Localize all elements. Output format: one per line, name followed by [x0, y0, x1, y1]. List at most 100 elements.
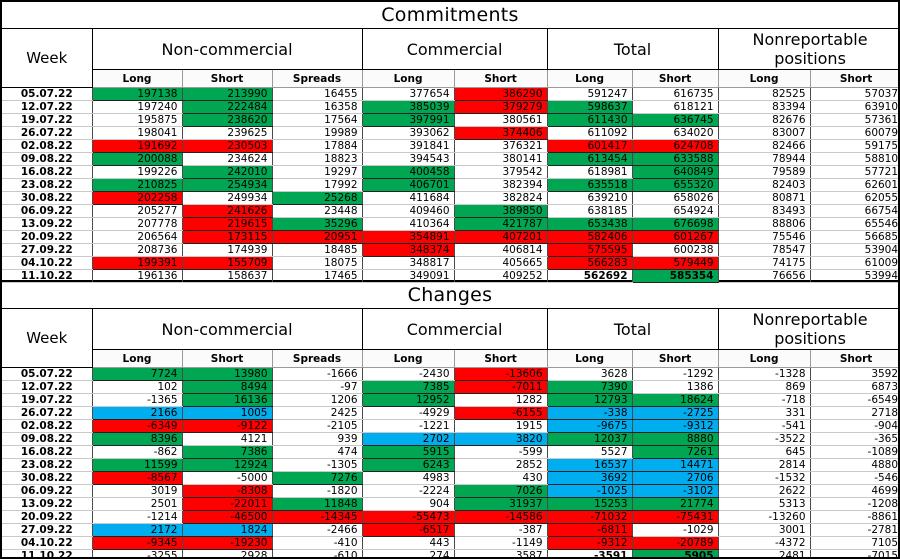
group-header-commercial: Commercial [361, 29, 548, 70]
subheader-c-short: Short [453, 69, 548, 88]
value-cell: 2852 [453, 458, 548, 472]
table-row: 06.09.22 205277 241626 23448 409460 389850 638… [2, 204, 898, 218]
week-cell: 30.08.22 [2, 191, 93, 205]
value-cell: 676698 [631, 217, 719, 231]
value-cell: -1214 [91, 510, 183, 524]
value-cell: 31937 [453, 497, 548, 511]
table-row: 11.10.22 -3255 2928 -610 274 3587 -3591 5905 248… [2, 549, 898, 557]
value-cell: 12952 [361, 393, 455, 407]
value-cell: 638185 [546, 204, 633, 218]
subheader-t-short: Short [631, 69, 719, 88]
value-cell: -13606 [453, 367, 548, 381]
value-cell: 391841 [361, 139, 455, 153]
value-cell: -3591 [546, 549, 633, 557]
value-cell: 18075 [271, 256, 363, 270]
value-cell: -6349 [91, 419, 183, 433]
group-header-commercial: Commercial [361, 309, 548, 350]
value-cell: 20951 [271, 230, 363, 244]
table-row: 04.10.22 -9345 -19230 -410 443 -1149 -9312 -207… [2, 536, 898, 550]
week-cell: 19.07.22 [2, 393, 93, 407]
value-cell: 7386 [181, 445, 273, 459]
table-row: 16.08.22 -862 7386 474 5915 -599 5527 7261 645 -1… [2, 445, 898, 459]
value-cell: 59175 [809, 139, 898, 153]
value-cell: 585354 [631, 269, 719, 283]
subheader-t-long: Long [546, 69, 633, 88]
table-row: 26.07.22 198041 239625 19989 393062 374406 611… [2, 126, 898, 140]
value-cell: 393062 [361, 126, 455, 140]
value-cell: 566283 [546, 256, 633, 270]
value-cell: 74175 [717, 256, 811, 270]
value-cell: 624708 [631, 139, 719, 153]
value-cell: 4121 [181, 432, 273, 446]
value-cell: 654924 [631, 204, 719, 218]
value-cell: 196136 [91, 269, 183, 283]
value-cell: 102 [91, 380, 183, 394]
value-cell: 58810 [809, 152, 898, 166]
value-cell: 202258 [91, 191, 183, 205]
value-cell: -8308 [181, 484, 273, 498]
value-cell: -1305 [271, 458, 363, 472]
value-cell: 411684 [361, 191, 455, 205]
value-cell: -8861 [809, 510, 898, 524]
value-cell: -1365 [91, 393, 183, 407]
value-cell: 2814 [717, 458, 811, 472]
value-cell: -541 [717, 419, 811, 433]
table-row: 02.08.22 191692 230503 17884 391841 376321 601… [2, 139, 898, 153]
group-header-noncommercial: Non-commercial [91, 309, 363, 350]
value-cell: 82525 [717, 87, 811, 101]
value-cell: 2706 [631, 471, 719, 485]
changes-table: Week Non-commercial Commercial Total Non… [2, 309, 898, 557]
table-row: 30.08.22 -8567 -5000 7276 4983 430 3692 2706 -15… [2, 471, 898, 485]
value-cell: 3628 [546, 367, 633, 381]
subheader-t-short: Short [631, 349, 719, 368]
subheader-nr-short: Short [809, 349, 898, 368]
value-cell: -3255 [91, 549, 183, 557]
value-cell: 16136 [181, 393, 273, 407]
value-cell: 57037 [809, 87, 898, 101]
value-cell: 2718 [809, 406, 898, 420]
value-cell: -22011 [181, 497, 273, 511]
subheader-c-short: Short [453, 349, 548, 368]
table-row: 27.09.22 208736 174939 18485 348374 406814 575… [2, 243, 898, 257]
value-cell: -365 [809, 432, 898, 446]
table-row: 20.09.22 -1214 -46500 -14345 -55473 -14586 -71… [2, 510, 898, 524]
value-cell: -46500 [181, 510, 273, 524]
value-cell: -1820 [271, 484, 363, 498]
value-cell: 210825 [91, 178, 183, 192]
value-cell: -6517 [361, 523, 455, 537]
value-cell: 3592 [809, 367, 898, 381]
value-cell: -718 [717, 393, 811, 407]
value-cell: -1532 [717, 471, 811, 485]
value-cell: 23448 [271, 204, 363, 218]
value-cell: 582406 [546, 230, 633, 244]
week-cell: 05.07.22 [2, 367, 93, 381]
value-cell: 7385 [361, 380, 455, 394]
value-cell: 174939 [181, 243, 273, 257]
value-cell: 601267 [631, 230, 719, 244]
value-cell: -2224 [361, 484, 455, 498]
value-cell: 208736 [91, 243, 183, 257]
value-cell: 12037 [546, 432, 633, 446]
value-cell: -546 [809, 471, 898, 485]
value-cell: 7390 [546, 380, 633, 394]
value-cell: -904 [809, 419, 898, 433]
value-cell: 579449 [631, 256, 719, 270]
value-cell: 17564 [271, 113, 363, 127]
table-row: 09.08.22 8396 4121 939 2702 3820 12037 8880 -352… [2, 432, 898, 446]
value-cell: 2172 [91, 523, 183, 537]
value-cell: 409252 [453, 269, 548, 283]
value-cell: 598637 [546, 100, 633, 114]
week-cell: 30.08.22 [2, 471, 93, 485]
group-header-noncommercial: Non-commercial [91, 29, 363, 70]
week-cell: 16.08.22 [2, 165, 93, 179]
value-cell: 207778 [91, 217, 183, 231]
value-cell: 904 [361, 497, 455, 511]
value-cell: 62601 [809, 178, 898, 192]
value-cell: 406701 [361, 178, 455, 192]
value-cell: 222484 [181, 100, 273, 114]
value-cell: 230503 [181, 139, 273, 153]
value-cell: -3102 [631, 484, 719, 498]
table-row: 27.09.22 2172 1824 -2466 -6517 -387 -6811 -1029… [2, 523, 898, 537]
value-cell: 1915 [453, 419, 548, 433]
